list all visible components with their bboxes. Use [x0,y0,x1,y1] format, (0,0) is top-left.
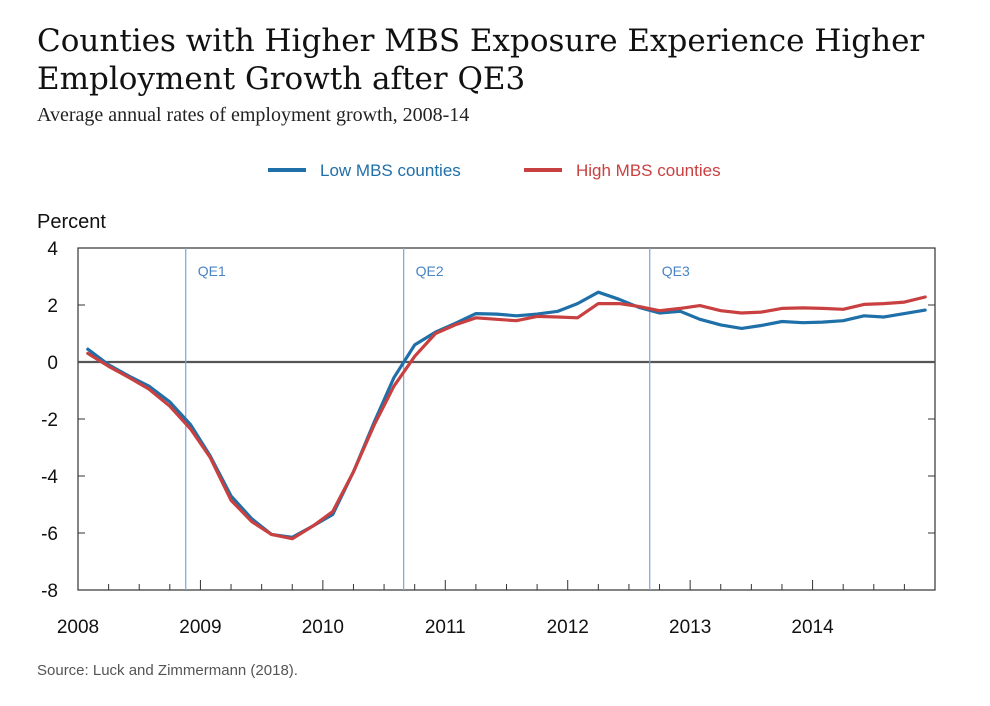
annotation-label: QE2 [416,263,444,279]
x-tick-label: 2009 [179,617,221,638]
y-tick-label: -6 [41,524,58,545]
chart-title: Counties with Higher MBS Exposure Experi… [37,23,925,97]
legend: Low MBS counties High MBS counties [268,161,721,180]
x-tick-label: 2008 [57,617,99,638]
annotation-label: QE3 [662,263,690,279]
x-tick-label: 2010 [302,617,344,638]
y-tick-label: -4 [41,467,58,488]
y-tick-label: -2 [41,410,58,431]
y-axis-label: Percent [37,211,106,233]
annotation-label: QE1 [198,263,226,279]
source-note: Source: Luck and Zimmermann (2018). [37,662,298,679]
legend-label: High MBS counties [576,161,721,180]
x-tick-label: 2014 [791,617,834,638]
series-line [86,295,927,541]
x-tick-label: 2013 [669,617,711,638]
series-line [86,290,927,539]
plot-frame [77,247,936,591]
x-tick-label: 2011 [425,617,466,638]
y-tick-label: -8 [41,581,58,602]
plot-area: 4 2 0 -2 -4 -6 -8 2008 2009 2010 2011 2012 2013 2014 Q… [41,239,936,638]
x-tick-label: 2012 [547,617,589,638]
chart-subtitle: Average annual rates of employment growt… [37,104,470,126]
legend-label: Low MBS counties [320,161,461,180]
y-tick-label: 0 [47,353,58,374]
y-tick-label: 2 [47,296,58,317]
y-tick-label: 4 [47,239,58,260]
